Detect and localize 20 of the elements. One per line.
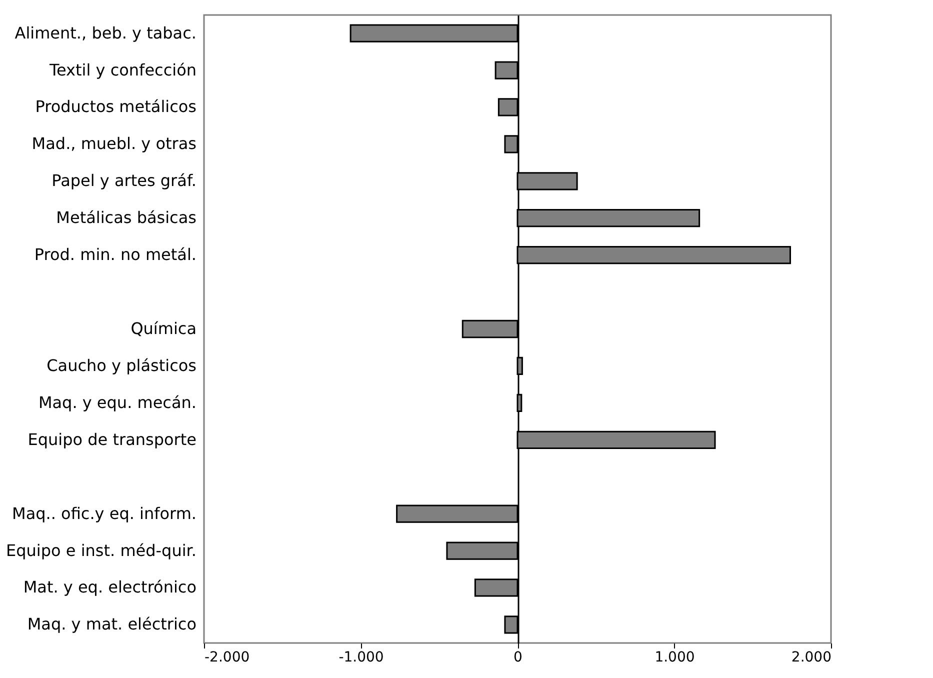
x-tick-label: 0 xyxy=(514,650,522,666)
y-tick-label: Maq. y mat. eléctrico xyxy=(27,614,196,634)
y-tick-label: Mad., muebl. y otras xyxy=(32,134,196,154)
y-tick-label: Mat. y eq. electrónico xyxy=(23,578,196,597)
x-tick-label: -2.000 xyxy=(204,650,250,666)
y-tick-label: Equipo de transporte xyxy=(28,430,196,449)
x-tick-label: -1.000 xyxy=(338,650,384,666)
y-tick-label: Textil y confección xyxy=(48,60,196,80)
y-tick-label: Química xyxy=(130,319,196,338)
y-tick-label: Aliment., beb. y tabac. xyxy=(14,23,196,42)
y-tick-label: Papel y artes gráf. xyxy=(52,171,196,190)
y-tick-label: Productos metálicos xyxy=(35,97,196,116)
y-tick-label: Maq.. ofic.y eq. inform. xyxy=(12,504,196,523)
y-tick-label: Metálicas básicas xyxy=(56,208,196,228)
x-tick-label: 2.000 xyxy=(791,650,832,666)
y-tick-label: Prod. min. no metál. xyxy=(34,245,196,264)
y-tick-label: Equipo e inst. méd-quir. xyxy=(6,540,196,560)
x-tick-label: 1.000 xyxy=(654,650,695,666)
y-tick-label: Maq. y equ. mecán. xyxy=(38,392,196,412)
y-tick-label: Caucho y plásticos xyxy=(46,356,196,375)
